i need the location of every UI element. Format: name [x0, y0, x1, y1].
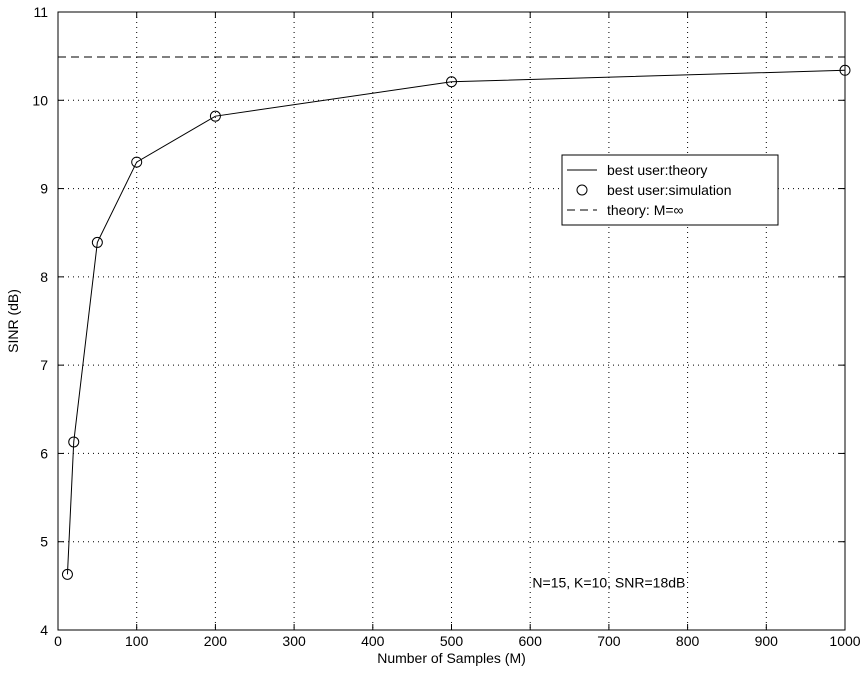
- legend-label-theory: best user:theory: [607, 162, 707, 178]
- simulation-point: [91, 236, 103, 248]
- x-tick-label: 500: [440, 633, 464, 649]
- legend-label-asymptote: theory: M=∞: [607, 202, 684, 218]
- simulation-point: [68, 436, 80, 448]
- y-tick-label: 6: [40, 445, 48, 461]
- theory-line: [66, 69, 846, 575]
- simulation-point: [209, 110, 221, 122]
- x-axis-label: Number of Samples (M): [377, 650, 526, 666]
- tick-labels: 0 100 200 300 400 500 600 700 800 900 1000 4 5 6 7 8 9 10…: [32, 4, 860, 649]
- x-tick-label: 1000: [829, 633, 860, 649]
- x-tick-label: 600: [519, 633, 543, 649]
- y-tick-label: 8: [40, 269, 48, 285]
- x-tick-label: 100: [125, 633, 149, 649]
- simulation-point: [839, 64, 851, 76]
- legend: best user:theory best user:simulation th…: [561, 154, 779, 226]
- y-axis-label: SINR (dB): [5, 289, 21, 353]
- x-tick-label: 900: [755, 633, 779, 649]
- y-tick-label: 11: [33, 4, 48, 20]
- y-tick-label: 7: [40, 357, 48, 373]
- x-tick-label: 300: [282, 633, 306, 649]
- simulation-point: [131, 156, 143, 168]
- y-tick-label: 4: [40, 622, 48, 638]
- y-tick-label: 9: [40, 181, 48, 197]
- legend-box: [561, 154, 779, 226]
- y-tick-label: 5: [40, 534, 48, 550]
- x-tick-label: 800: [676, 633, 700, 649]
- simulation-point: [61, 568, 73, 580]
- series-layer: [58, 56, 851, 580]
- plot-frame: [57, 11, 846, 631]
- parameter-annotation: N=15, K=10, SNR=18dB: [532, 575, 685, 591]
- grid-lines: [58, 12, 845, 630]
- x-tick-label: 200: [204, 633, 228, 649]
- legend-swatch-simulation: [576, 184, 588, 196]
- legend-label-simulation: best user:simulation: [607, 182, 732, 198]
- simulation-point: [446, 76, 457, 88]
- x-tick-label: 400: [361, 633, 385, 649]
- y-tick-label: 10: [32, 92, 48, 108]
- x-tick-label: 0: [54, 633, 62, 649]
- x-tick-label: 700: [597, 633, 621, 649]
